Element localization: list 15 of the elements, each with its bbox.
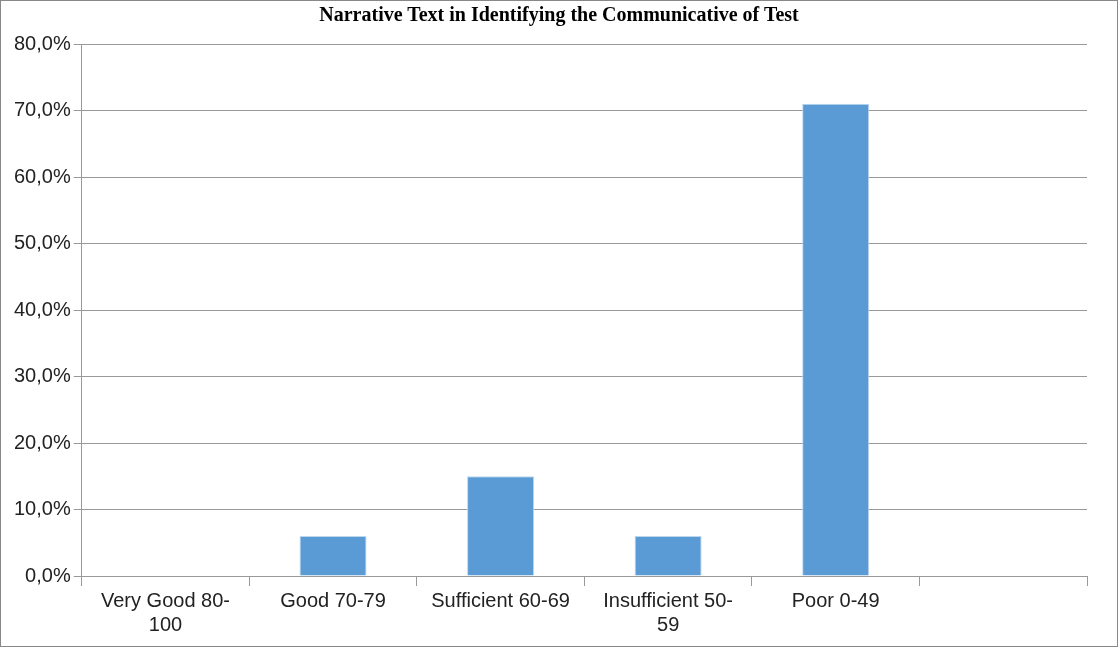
y-tick-label: 0,0%: [25, 563, 71, 586]
y-tick-label: 20,0%: [13, 430, 71, 453]
y-tick-label: 10,0%: [13, 497, 71, 520]
y-tick-label: 40,0%: [13, 297, 71, 320]
x-tick-label: Insufficient 50-59: [603, 588, 733, 635]
x-tick-label: Sufficient 60-69: [431, 588, 570, 611]
x-tick-label: Poor 0-49: [791, 588, 880, 611]
chart-title: Narrative Text in Identifying the Communicative of Test: [318, 3, 800, 26]
y-tick-label: 30,0%: [13, 364, 71, 387]
x-tick-label: Good 70-79: [280, 588, 386, 611]
y-tick-label: 80,0%: [13, 31, 71, 54]
y-tick-label: 60,0%: [13, 164, 71, 187]
y-tick-label: 70,0%: [13, 98, 71, 121]
x-tick-label: Very Good 80-100: [101, 588, 230, 635]
y-tick-label: 50,0%: [13, 231, 71, 254]
